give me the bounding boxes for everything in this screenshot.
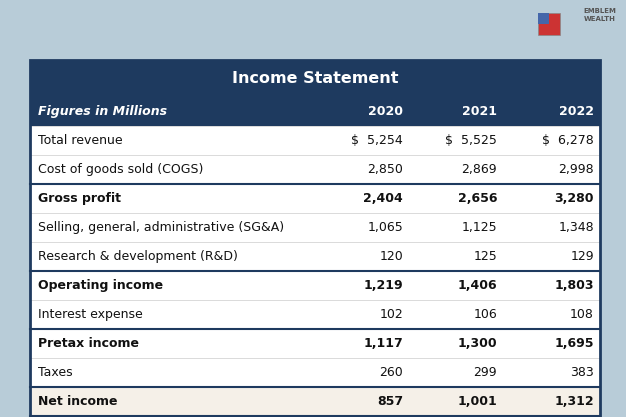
FancyBboxPatch shape xyxy=(30,126,600,155)
Text: Figures in Millions: Figures in Millions xyxy=(38,105,167,118)
Text: Total revenue: Total revenue xyxy=(38,134,123,147)
Text: 1,219: 1,219 xyxy=(364,279,403,292)
FancyBboxPatch shape xyxy=(30,329,600,358)
Text: Taxes: Taxes xyxy=(38,366,73,379)
Text: 1,406: 1,406 xyxy=(458,279,497,292)
Text: 1,695: 1,695 xyxy=(555,337,594,350)
FancyBboxPatch shape xyxy=(30,184,600,213)
Text: Operating income: Operating income xyxy=(38,279,163,292)
Text: 2022: 2022 xyxy=(559,105,594,118)
FancyBboxPatch shape xyxy=(30,213,600,242)
Text: 383: 383 xyxy=(570,366,594,379)
FancyBboxPatch shape xyxy=(30,387,600,416)
Text: Income Statement: Income Statement xyxy=(232,70,398,85)
Text: 2,869: 2,869 xyxy=(461,163,497,176)
Text: 120: 120 xyxy=(379,250,403,263)
Text: 1,803: 1,803 xyxy=(555,279,594,292)
Text: 1,001: 1,001 xyxy=(458,395,497,408)
Text: $  5,254: $ 5,254 xyxy=(351,134,403,147)
FancyBboxPatch shape xyxy=(538,13,560,35)
FancyBboxPatch shape xyxy=(30,96,600,126)
FancyBboxPatch shape xyxy=(30,60,600,96)
Text: $  5,525: $ 5,525 xyxy=(445,134,497,147)
Text: 2,850: 2,850 xyxy=(367,163,403,176)
Text: Research & development (R&D): Research & development (R&D) xyxy=(38,250,238,263)
FancyBboxPatch shape xyxy=(30,271,600,300)
Text: 108: 108 xyxy=(570,308,594,321)
Text: 857: 857 xyxy=(377,395,403,408)
Text: 1,312: 1,312 xyxy=(555,395,594,408)
Text: 3,280: 3,280 xyxy=(555,192,594,205)
Text: Net income: Net income xyxy=(38,395,118,408)
Text: 102: 102 xyxy=(379,308,403,321)
Text: 1,065: 1,065 xyxy=(367,221,403,234)
FancyBboxPatch shape xyxy=(538,13,549,24)
Text: 1,125: 1,125 xyxy=(461,221,497,234)
FancyBboxPatch shape xyxy=(30,155,600,184)
Text: 299: 299 xyxy=(473,366,497,379)
Text: 1,117: 1,117 xyxy=(363,337,403,350)
Text: 129: 129 xyxy=(570,250,594,263)
Text: Selling, general, administrative (SG&A): Selling, general, administrative (SG&A) xyxy=(38,221,284,234)
FancyBboxPatch shape xyxy=(30,358,600,387)
Text: Cost of goods sold (COGS): Cost of goods sold (COGS) xyxy=(38,163,203,176)
FancyBboxPatch shape xyxy=(30,300,600,329)
Text: 2,404: 2,404 xyxy=(363,192,403,205)
Text: 2020: 2020 xyxy=(368,105,403,118)
Text: 125: 125 xyxy=(473,250,497,263)
Text: 106: 106 xyxy=(473,308,497,321)
Text: 1,348: 1,348 xyxy=(558,221,594,234)
Text: Pretax income: Pretax income xyxy=(38,337,139,350)
Text: 2,656: 2,656 xyxy=(458,192,497,205)
Text: Interest expense: Interest expense xyxy=(38,308,143,321)
Text: $  6,278: $ 6,278 xyxy=(542,134,594,147)
Text: 1,300: 1,300 xyxy=(458,337,497,350)
Text: 260: 260 xyxy=(379,366,403,379)
Text: 2021: 2021 xyxy=(462,105,497,118)
Text: Gross profit: Gross profit xyxy=(38,192,121,205)
Text: EMBLEM
WEALTH: EMBLEM WEALTH xyxy=(583,8,616,22)
FancyBboxPatch shape xyxy=(30,242,600,271)
Text: 2,998: 2,998 xyxy=(558,163,594,176)
